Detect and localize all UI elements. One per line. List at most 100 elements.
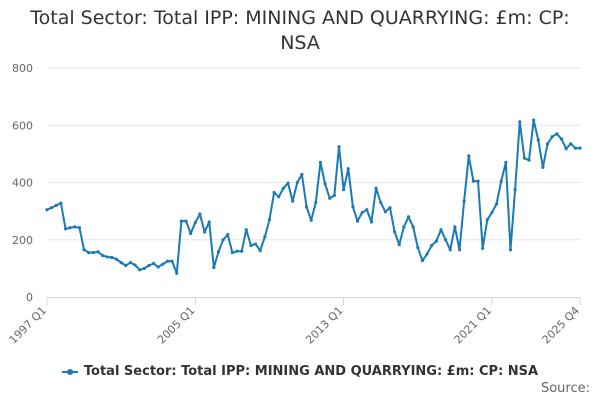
- data-point: [226, 233, 230, 237]
- data-point: [235, 249, 239, 253]
- data-point: [332, 193, 336, 197]
- data-point: [165, 259, 170, 263]
- data-point: [281, 186, 285, 190]
- data-point: [82, 248, 86, 252]
- data-point: [156, 265, 160, 269]
- data-point: [545, 142, 550, 146]
- data-point: [365, 208, 369, 212]
- chart-title-line-2: NSA: [280, 32, 320, 54]
- y-tick-label: 0: [26, 291, 33, 304]
- data-point: [379, 200, 383, 205]
- data-point: [532, 118, 536, 122]
- data-point: [114, 257, 119, 261]
- data-point: [550, 135, 554, 139]
- legend-label: Total Sector: Total IPP: MINING AND QUAR…: [83, 364, 539, 379]
- data-point: [328, 196, 332, 200]
- data-point: [179, 219, 184, 223]
- data-point: [369, 220, 374, 224]
- data-point: [462, 199, 466, 203]
- data-point: [142, 266, 146, 270]
- data-point: [45, 208, 49, 212]
- data-point: [161, 262, 165, 266]
- data-point: [355, 219, 360, 223]
- data-point: [267, 218, 272, 222]
- data-point: [212, 265, 216, 270]
- data-point: [559, 137, 564, 141]
- data-point: [300, 172, 304, 177]
- data-point: [124, 263, 128, 268]
- data-point: [170, 259, 174, 263]
- data-point: [443, 238, 448, 242]
- data-point: [244, 228, 248, 232]
- x-tick-label: 2025 Q4: [540, 304, 583, 347]
- data-point: [402, 225, 406, 229]
- data-point: [434, 239, 438, 243]
- data-point: [202, 230, 207, 234]
- data-point: [258, 249, 262, 253]
- data-point: [494, 202, 499, 206]
- data-point: [304, 205, 309, 209]
- data-point: [68, 226, 72, 230]
- data-point: [499, 179, 503, 183]
- y-tick-label: 600: [12, 119, 33, 132]
- data-point: [564, 147, 568, 151]
- data-point: [175, 271, 179, 275]
- data-point: [342, 188, 346, 192]
- data-point: [189, 231, 193, 236]
- data-point: [430, 243, 434, 248]
- data-point: [453, 225, 457, 229]
- y-tick-label: 200: [12, 234, 33, 247]
- chart-title: Total Sector: Total IPP: MINING AND QUAR…: [0, 6, 600, 56]
- legend[interactable]: Total Sector: Total IPP: MINING AND QUAR…: [0, 364, 600, 379]
- x-tick-label: 2005 Q1: [155, 304, 198, 347]
- data-point: [272, 190, 276, 195]
- data-point: [147, 263, 151, 268]
- x-tick-label: 1997 Q1: [7, 304, 50, 347]
- data-point: [318, 160, 323, 165]
- data-point: [119, 261, 123, 265]
- data-point: [406, 215, 411, 219]
- data-point: [198, 212, 202, 216]
- data-point: [383, 210, 387, 214]
- data-point: [425, 252, 429, 256]
- data-point: [240, 249, 244, 253]
- data-point: [105, 255, 109, 259]
- data-point: [91, 251, 95, 255]
- data-point: [578, 146, 582, 150]
- data-point: [50, 206, 54, 210]
- data-point: [73, 225, 77, 229]
- data-point: [351, 205, 355, 209]
- data-point: [249, 243, 253, 248]
- data-point: [374, 186, 378, 190]
- data-point: [555, 132, 559, 136]
- data-point: [569, 142, 573, 146]
- data-point: [152, 261, 156, 266]
- data-point: [277, 195, 281, 199]
- data-point: [397, 243, 401, 247]
- data-point: [291, 199, 295, 203]
- y-tick-label: 800: [12, 62, 33, 75]
- data-point: [471, 179, 475, 183]
- data-point: [360, 210, 364, 215]
- data-point: [138, 268, 142, 272]
- series-line: [46, 119, 580, 275]
- data-point: [448, 248, 452, 252]
- data-point: [230, 251, 234, 255]
- x-tick-label: 2021 Q1: [452, 304, 495, 347]
- data-point: [77, 226, 82, 230]
- data-point: [485, 218, 489, 222]
- y-tick-label: 400: [12, 177, 33, 190]
- data-point: [128, 261, 133, 265]
- data-point: [420, 259, 425, 263]
- source-label[interactable]: Source:: [540, 381, 590, 396]
- data-point: [522, 156, 526, 160]
- data-point: [286, 181, 290, 185]
- x-tick-label: 2013 Q1: [303, 304, 346, 347]
- data-point: [481, 246, 485, 250]
- data-point: [411, 225, 415, 229]
- data-point: [323, 182, 327, 186]
- data-point: [416, 245, 420, 250]
- data-point: [133, 263, 137, 267]
- data-point: [221, 238, 225, 242]
- data-point: [504, 160, 508, 165]
